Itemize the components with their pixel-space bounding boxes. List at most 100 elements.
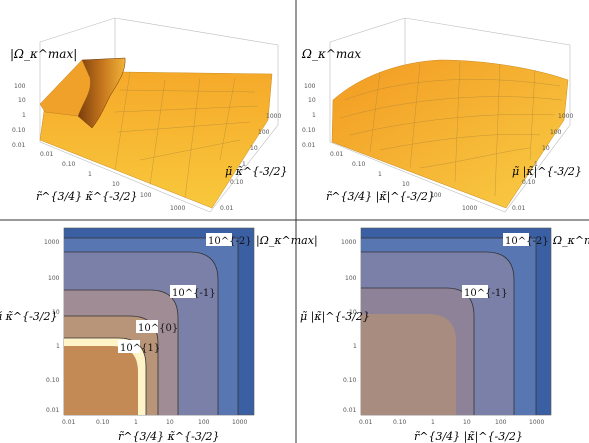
- p4-y-label: μ̃ |κ̃|^{-3/2}: [300, 310, 370, 324]
- p2-y-label: μ̃ |κ̃|^{-3/2}: [512, 165, 582, 179]
- p1-x-label: r̃^{3/4} κ̃^{-3/2}: [36, 190, 138, 203]
- contour3-lines: [64, 237, 239, 415]
- p1-x-tick: 10: [112, 181, 120, 188]
- contour-panel-3: 10^{-2} 10^{-1} 10^{0} 10^{1} 1000 100 1…: [0, 227, 318, 443]
- p4-y-tick: 0.01: [343, 407, 357, 414]
- p4-y-tick: 0.10: [343, 377, 357, 384]
- p3-clabel: 10^{-2}: [208, 236, 252, 247]
- p2-y-tick: 0.01: [512, 205, 526, 212]
- p2-x-tick: 0.10: [352, 161, 366, 168]
- p2-y-tick: 1000: [558, 113, 573, 120]
- p3-x-tick: 1000: [232, 419, 247, 426]
- p1-y-ticks: 1000 100 10 1 0.10 0.01: [220, 113, 281, 212]
- p1-x-tick: 1000: [170, 205, 185, 212]
- p1-x-tick: 1: [88, 171, 92, 178]
- spike-shoulder-1: [39, 59, 91, 117]
- p2-x-tick: 1: [378, 171, 382, 178]
- p2-x-label: r̃^{3/4} |κ̃|^{-3/2}: [326, 190, 435, 204]
- p2-z-ticks: 100 10 1 0.10 0.01: [302, 83, 316, 149]
- p3-x-ticks: 0.01 0.10 1 10 100 1000: [62, 419, 247, 426]
- p2-y-ticks: 1000 100 10 1 0.10 0.01: [512, 113, 573, 212]
- p4-contour-labels: 10^{-2} 10^{-1}: [462, 233, 549, 299]
- p4-clabel: 10^{-2}: [505, 236, 549, 247]
- p2-y-tick: 0.10: [522, 179, 536, 186]
- p4-x-tick: 0.10: [393, 419, 407, 426]
- p4-corner-label: Ω_κ^max: [552, 234, 589, 247]
- p1-y-tick: 0.01: [220, 205, 234, 212]
- p1-z-label: |Ω_κ^max|: [10, 47, 77, 61]
- surface-panel-1: 100 10 1 0.10 0.01 0.01 0.10 1 10 100 10…: [10, 17, 288, 213]
- p3-y-ticks: 1000 100 10 1 0.10 0.01: [44, 239, 60, 414]
- p2-z-tick: 0.01: [302, 142, 316, 149]
- p1-x-ticks: 0.01 0.10 1 10 100 1000: [40, 151, 185, 212]
- p3-x-tick: 0.10: [96, 419, 110, 426]
- p2-z-tick: 1: [312, 112, 316, 119]
- p4-x-tick: 1000: [529, 419, 544, 426]
- p1-y-tick: 0.10: [230, 179, 244, 186]
- p1-y-tick: 10: [250, 145, 258, 152]
- p1-z-tick: 0.10: [12, 127, 26, 134]
- p1-z-tick: 0.01: [12, 142, 26, 149]
- p2-y-tick: 100: [550, 129, 562, 136]
- p2-x-tick: 1000: [462, 205, 477, 212]
- surface-panel-2: 100 10 1 0.10 0.01 0.01 0.10 1 10 100 10…: [301, 17, 582, 213]
- surface-2: [331, 59, 569, 209]
- p2-z-label: Ω_κ^max: [301, 47, 361, 61]
- p3-y-tick: 1000: [44, 239, 59, 246]
- p1-x-tick: 100: [140, 192, 152, 199]
- p1-y-tick: 1000: [266, 113, 281, 120]
- p4-clabel: 10^{-1}: [464, 288, 508, 299]
- box-frame-2: [329, 17, 571, 213]
- p3-x-tick: 1: [134, 419, 138, 426]
- p4-x-tick: 10: [463, 419, 471, 426]
- contour3-band-core: [64, 346, 138, 415]
- p3-x-tick: 100: [198, 419, 210, 426]
- p4-clabel-bg: [503, 233, 529, 246]
- p1-y-label: μ̃ κ̃^{-3/2}: [225, 165, 288, 178]
- p3-y-tick: 100: [48, 275, 60, 282]
- p4-x-tick: 100: [495, 419, 507, 426]
- p2-x-ticks: 0.01 0.10 1 10 100 1000: [330, 151, 477, 212]
- p3-y-tick: 0.10: [46, 377, 60, 384]
- p4-y-tick: 1: [353, 343, 357, 350]
- p4-y-tick: 1000: [341, 239, 356, 246]
- p1-z-ticks: 100 10 1 0.10 0.01: [12, 83, 26, 149]
- p3-x-label: r̃^{3/4} κ̃^{-3/2}: [118, 430, 220, 443]
- p1-y-tick: 1: [242, 161, 246, 168]
- p3-y-tick: 1: [56, 343, 60, 350]
- box-frame-1: [39, 17, 279, 213]
- p3-clabel: 10^{-1}: [172, 288, 216, 299]
- p3-clabel-bg: [170, 285, 196, 298]
- p3-corner-label: |Ω_κ^max|: [256, 234, 318, 248]
- p3-y-tick: 10: [52, 309, 60, 316]
- p3-clabel: 10^{0}: [138, 323, 178, 334]
- p3-clabel-bg: [206, 233, 232, 246]
- p4-x-label: r̃^{3/4} |κ̃|^{-3/2}: [414, 430, 523, 443]
- p3-clabel-bg: [118, 340, 140, 353]
- p3-contour-labels: 10^{-2} 10^{-1} 10^{0} 10^{1}: [118, 233, 252, 354]
- contour4-band-tan: [361, 314, 456, 415]
- p4-x-tick: 0.01: [359, 419, 373, 426]
- p1-x-tick: 0.10: [62, 161, 76, 168]
- p2-z-tick: 0.10: [302, 127, 316, 134]
- p3-x-tick: 0.01: [62, 419, 76, 426]
- p2-x-tick: 10: [402, 181, 410, 188]
- mesh-2: [339, 61, 563, 197]
- p4-y-tick: 100: [345, 275, 357, 282]
- p4-x-tick: 1: [431, 419, 435, 426]
- p3-clabel: 10^{1}: [120, 343, 160, 354]
- p2-y-tick: 1: [534, 161, 538, 168]
- p3-y-tick: 0.01: [46, 407, 60, 414]
- mesh-1: [114, 71, 259, 199]
- p2-z-tick: 10: [308, 97, 316, 104]
- p1-z-tick: 1: [22, 112, 26, 119]
- p4-y-ticks: 1000 100 10 1 0.10 0.01: [341, 239, 357, 414]
- p1-y-tick: 100: [258, 129, 270, 136]
- p3-y-label: μ̃ κ̃^{-3/2}: [0, 310, 58, 323]
- p1-z-tick: 10: [18, 97, 26, 104]
- p4-x-ticks: 0.01 0.10 1 10 100 1000: [359, 419, 544, 426]
- p4-clabel-bg: [462, 285, 488, 298]
- p1-x-tick: 0.01: [40, 151, 54, 158]
- p2-z-tick: 100: [304, 83, 316, 90]
